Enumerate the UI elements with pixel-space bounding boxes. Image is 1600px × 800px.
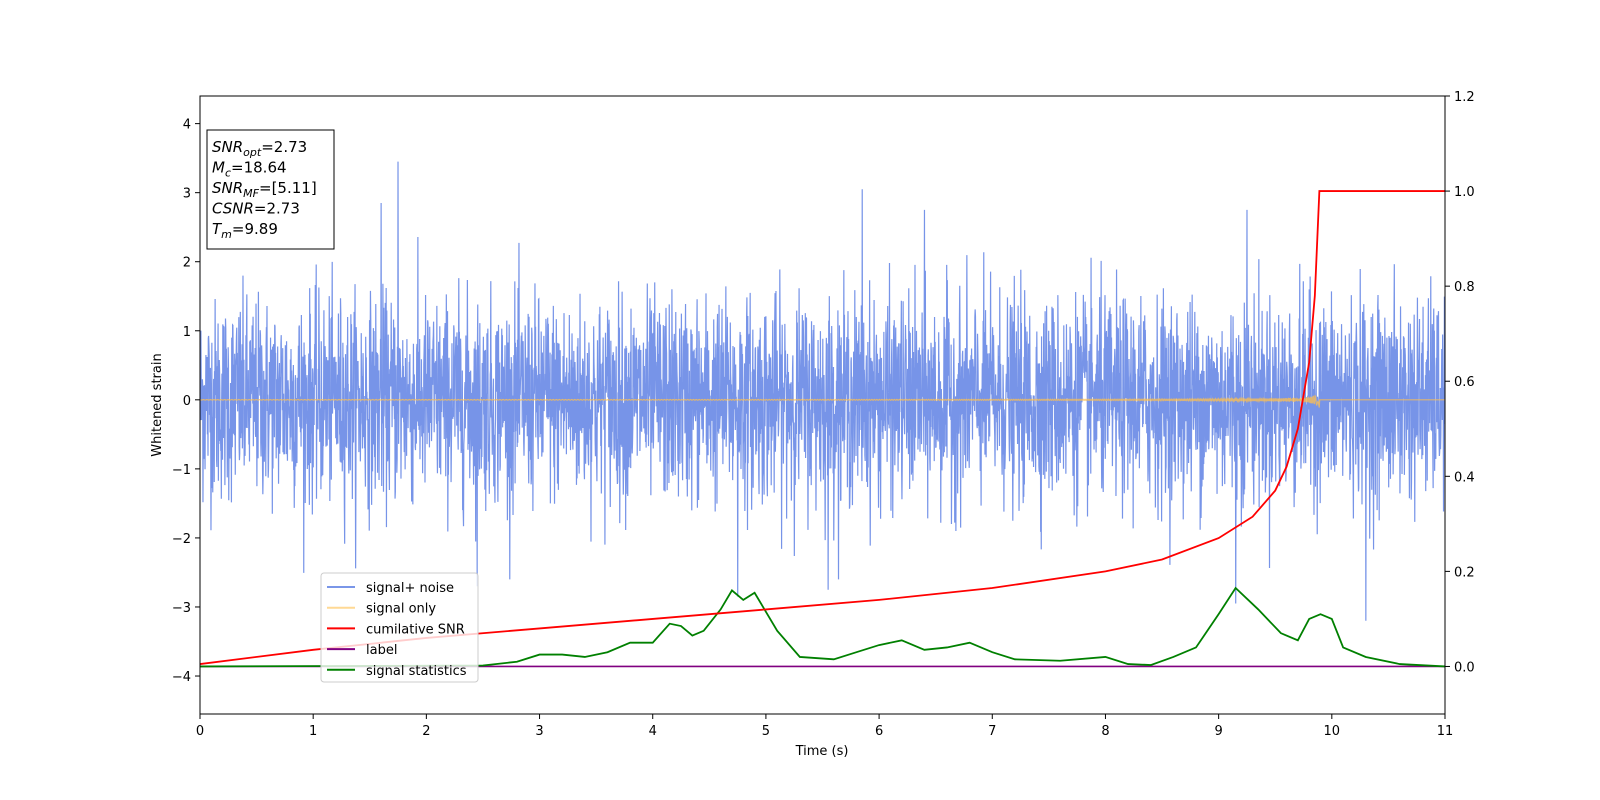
y-tick-label: 4 — [183, 118, 191, 133]
x-tick-label: 2 — [422, 724, 430, 739]
plot-frame — [199, 95, 1446, 715]
legend-entry-label: signal only — [366, 602, 436, 617]
info-symbol: M — [212, 159, 225, 177]
y2-axis-ticks: 0.0 0.2 0.4 0.6 0.8 1.0 1.2 — [1445, 90, 1475, 675]
x-tick-label: 0 — [196, 724, 204, 739]
info-symbol: SNR — [212, 179, 243, 197]
info-subscript: m — [221, 228, 232, 241]
info-line: Mc=18.64 — [212, 159, 287, 180]
x-tick-label: 7 — [988, 724, 996, 739]
info-line: CSNR=2.73 — [212, 200, 300, 218]
x-tick-label: 8 — [1101, 724, 1109, 739]
x-tick-label: 6 — [875, 724, 883, 739]
legend-entry-label: label — [366, 643, 397, 658]
info-value: =2.73 — [261, 138, 307, 156]
legend-entry-label: signal statistics — [366, 664, 467, 679]
y2-tick-label: 0.6 — [1454, 375, 1475, 390]
y-tick-label: −3 — [172, 601, 191, 616]
series-signal-statistics-line — [200, 586, 1445, 668]
info-subscript: opt — [243, 146, 262, 159]
info-line: Tm=9.89 — [212, 220, 278, 241]
y-tick-label: 1 — [183, 325, 191, 340]
y-tick-label: −2 — [172, 532, 191, 547]
info-line: SNRMF=[5.11] — [212, 179, 317, 200]
x-axis-label: Time (s) — [795, 744, 849, 759]
y-tick-label: −4 — [172, 670, 191, 685]
series-cumulative-snr-line — [200, 190, 1445, 665]
info-symbol: SNR — [212, 138, 243, 156]
y-tick-label: 2 — [183, 256, 191, 271]
info-symbol: T — [212, 220, 223, 238]
legend-entry-label: cumilative SNR — [366, 622, 465, 637]
y2-tick-label: 1.0 — [1454, 185, 1475, 200]
info-value: =18.64 — [231, 159, 287, 177]
info-box: SNRopt=2.73Mc=18.64SNRMF=[5.11]CSNR=2.73… — [206, 129, 335, 250]
info-value: =[5.11] — [259, 179, 317, 197]
x-tick-label: 10 — [1324, 724, 1341, 739]
series-signal-only-line — [200, 394, 1445, 408]
legend-entry-label: signal+ noise — [366, 581, 454, 596]
info-subscript: c — [225, 167, 231, 180]
y2-tick-label: 0.0 — [1454, 660, 1475, 675]
x-tick-label: 1 — [309, 724, 317, 739]
y-tick-label: 0 — [183, 394, 191, 409]
info-line: SNRopt=2.73 — [212, 138, 307, 159]
info-value: =9.89 — [232, 220, 278, 238]
y2-tick-label: 0.4 — [1454, 470, 1475, 485]
x-tick-label: 5 — [762, 724, 770, 739]
y-axis-ticks: −4 −3 −2 −1 0 1 2 3 4 — [172, 118, 200, 685]
legend: signal+ noise signal only cumilative SNR la… — [320, 572, 479, 683]
x-tick-label: 9 — [1214, 724, 1222, 739]
y2-tick-label: 0.8 — [1454, 280, 1475, 295]
y2-tick-label: 1.2 — [1454, 90, 1475, 105]
info-value: =2.73 — [254, 200, 300, 218]
x-tick-label: 3 — [535, 724, 543, 739]
x-tick-label: 11 — [1437, 724, 1454, 739]
y-tick-label: 3 — [183, 187, 191, 202]
info-box-frame — [206, 129, 335, 250]
y-tick-label: −1 — [172, 463, 191, 478]
x-tick-label: 4 — [649, 724, 657, 739]
y2-tick-label: 0.2 — [1454, 565, 1475, 580]
y-axis-label: Whitened strain — [150, 353, 165, 456]
info-subscript: MF — [243, 187, 259, 200]
legend-frame — [320, 572, 479, 683]
x-axis-ticks: 0 1 2 3 4 5 6 7 8 9 10 11 — [196, 714, 1453, 739]
info-symbol: CSNR — [212, 200, 254, 218]
